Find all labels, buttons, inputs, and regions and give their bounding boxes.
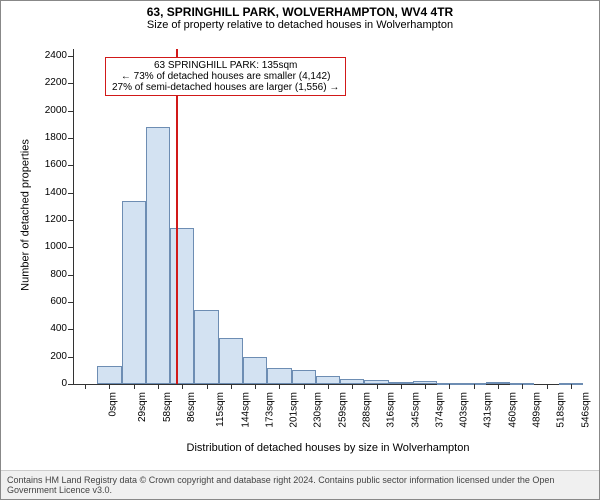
y-tick-label: 1600 bbox=[31, 159, 67, 170]
y-tick-label: 600 bbox=[31, 296, 67, 307]
y-tick-label: 200 bbox=[31, 351, 67, 362]
y-tick bbox=[68, 329, 73, 330]
y-tick-label: 2000 bbox=[31, 105, 67, 116]
plot-area: 0200400600800100012001400160018002000220… bbox=[73, 49, 583, 384]
x-tick bbox=[425, 384, 426, 389]
copyright-notice: Contains HM Land Registry data © Crown c… bbox=[1, 470, 599, 499]
x-tick-label: 489sqm bbox=[532, 392, 543, 428]
x-tick-label: 345sqm bbox=[410, 392, 421, 428]
histogram-bar bbox=[194, 310, 218, 384]
x-tick-label: 403sqm bbox=[459, 392, 470, 428]
x-tick-label: 259sqm bbox=[337, 392, 348, 428]
x-tick bbox=[377, 384, 378, 389]
y-tick-label: 400 bbox=[31, 323, 67, 334]
y-axis bbox=[73, 49, 74, 384]
x-tick bbox=[134, 384, 135, 389]
x-tick-label: 374sqm bbox=[434, 392, 445, 428]
property-marker-line bbox=[176, 49, 178, 384]
y-tick-label: 1400 bbox=[31, 187, 67, 198]
y-tick bbox=[68, 165, 73, 166]
x-tick-label: 431sqm bbox=[483, 392, 494, 428]
x-tick-label: 29sqm bbox=[137, 392, 148, 422]
y-tick bbox=[68, 138, 73, 139]
x-tick bbox=[474, 384, 475, 389]
x-tick bbox=[207, 384, 208, 389]
y-tick-label: 1200 bbox=[31, 214, 67, 225]
x-tick bbox=[109, 384, 110, 389]
x-tick bbox=[547, 384, 548, 389]
y-tick bbox=[68, 384, 73, 385]
x-tick bbox=[85, 384, 86, 389]
chart-container: 63, SPRINGHILL PARK, WOLVERHAMPTON, WV4 … bbox=[0, 0, 600, 500]
x-tick-label: 316sqm bbox=[386, 392, 397, 428]
x-tick bbox=[401, 384, 402, 389]
y-tick-label: 2400 bbox=[31, 50, 67, 61]
histogram-bar bbox=[316, 376, 340, 384]
x-tick bbox=[571, 384, 572, 389]
x-tick-label: 230sqm bbox=[313, 392, 324, 428]
y-tick-label: 2200 bbox=[31, 77, 67, 88]
y-tick bbox=[68, 111, 73, 112]
x-tick bbox=[231, 384, 232, 389]
histogram-bar bbox=[122, 201, 146, 384]
x-tick bbox=[522, 384, 523, 389]
y-tick-label: 1800 bbox=[31, 132, 67, 143]
histogram-bar bbox=[292, 370, 316, 384]
y-tick bbox=[68, 220, 73, 221]
x-tick-label: 86sqm bbox=[186, 392, 197, 422]
callout-property-size: 63 SPRINGHILL PARK: 135sqm bbox=[112, 60, 339, 71]
x-tick-label: 173sqm bbox=[264, 392, 275, 428]
x-tick-label: 144sqm bbox=[240, 392, 251, 428]
histogram-bar bbox=[97, 366, 121, 384]
x-tick-label: 460sqm bbox=[507, 392, 518, 428]
x-tick bbox=[182, 384, 183, 389]
y-tick bbox=[68, 83, 73, 84]
x-tick-label: 518sqm bbox=[556, 392, 567, 428]
x-tick bbox=[449, 384, 450, 389]
chart-title: 63, SPRINGHILL PARK, WOLVERHAMPTON, WV4 … bbox=[1, 5, 599, 19]
x-tick-label: 546sqm bbox=[580, 392, 591, 428]
y-tick bbox=[68, 193, 73, 194]
x-tick-label: 0sqm bbox=[108, 392, 119, 416]
x-tick bbox=[304, 384, 305, 389]
y-tick bbox=[68, 56, 73, 57]
x-tick-label: 58sqm bbox=[162, 392, 173, 422]
callout-larger-pct: 27% of semi-detached houses are larger (… bbox=[112, 82, 339, 93]
x-tick bbox=[279, 384, 280, 389]
x-axis-label: Distribution of detached houses by size … bbox=[73, 442, 583, 454]
histogram-bar bbox=[267, 368, 291, 384]
y-tick bbox=[68, 275, 73, 276]
x-tick-label: 288sqm bbox=[362, 392, 373, 428]
x-tick bbox=[498, 384, 499, 389]
x-tick-label: 201sqm bbox=[289, 392, 300, 428]
x-tick bbox=[255, 384, 256, 389]
histogram-bar bbox=[219, 338, 243, 384]
y-tick bbox=[68, 302, 73, 303]
x-tick bbox=[352, 384, 353, 389]
y-tick-label: 800 bbox=[31, 269, 67, 280]
property-callout: 63 SPRINGHILL PARK: 135sqm← 73% of detac… bbox=[105, 57, 346, 96]
x-tick bbox=[158, 384, 159, 389]
callout-smaller-pct: ← 73% of detached houses are smaller (4,… bbox=[112, 71, 339, 82]
y-tick-label: 1000 bbox=[31, 241, 67, 252]
histogram-bar bbox=[243, 357, 267, 384]
y-tick bbox=[68, 357, 73, 358]
y-tick-label: 0 bbox=[31, 378, 67, 389]
x-tick bbox=[328, 384, 329, 389]
histogram-bar bbox=[146, 127, 170, 384]
chart-subtitle: Size of property relative to detached ho… bbox=[1, 19, 599, 31]
histogram-bar bbox=[170, 228, 194, 384]
x-tick-label: 115sqm bbox=[215, 392, 226, 427]
y-tick bbox=[68, 247, 73, 248]
y-axis-label: Number of detached properties bbox=[19, 47, 31, 382]
